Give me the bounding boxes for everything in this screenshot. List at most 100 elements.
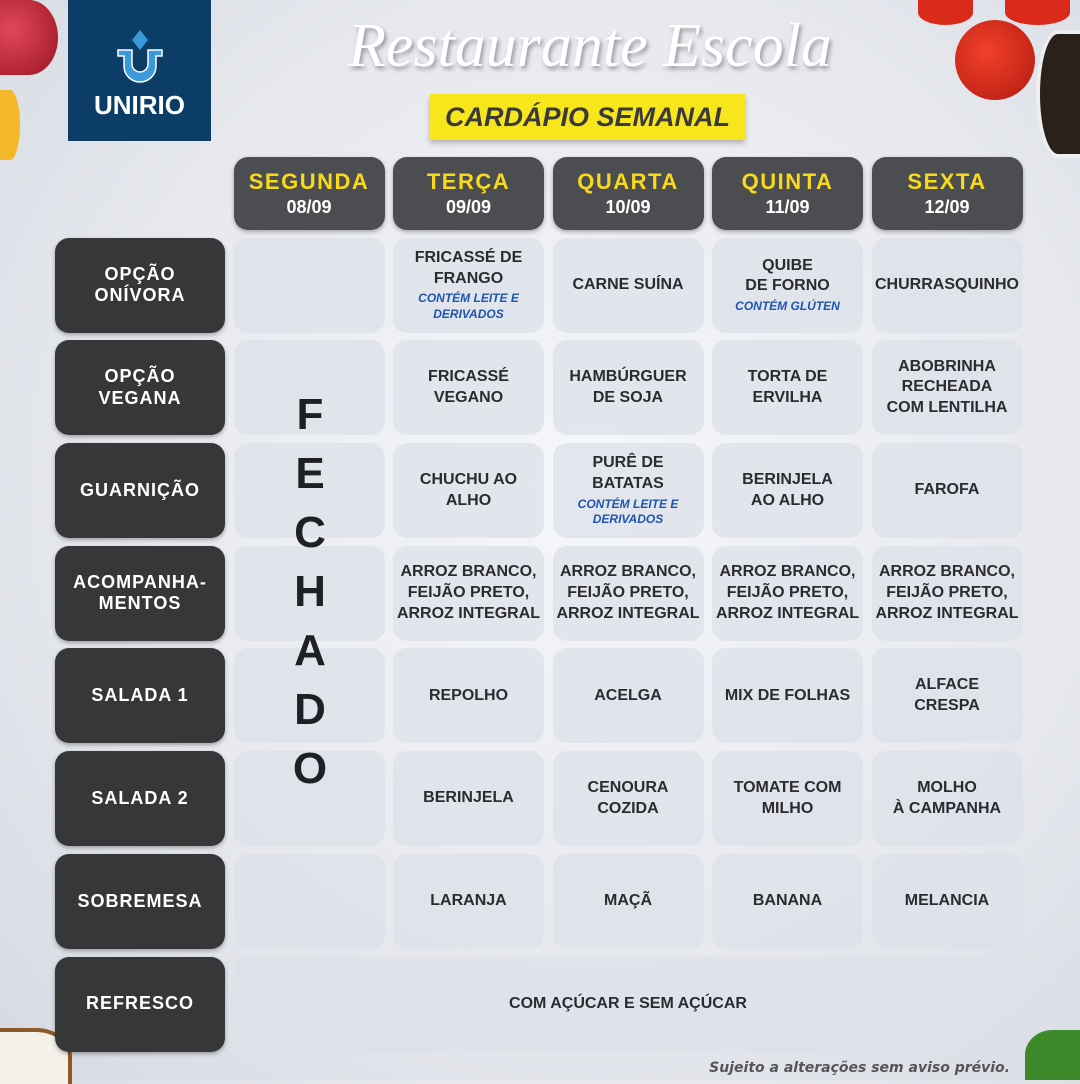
unirio-logo: UNIRIO [68, 0, 211, 141]
menu-cell: ARROZ BRANCO, FEIJÃO PRETO, ARROZ INTEGR… [712, 545, 863, 641]
dish-name: BERINJELA AO ALHO [742, 470, 833, 509]
unirio-emblem-icon [116, 30, 163, 83]
dish-name: ALFACE CRESPA [914, 676, 980, 714]
day-header: QUINTA 11/09 [712, 157, 863, 230]
menu-cell: MELANCIA [871, 853, 1023, 949]
page-subtitle: CARDÁPIO SEMANAL [430, 94, 745, 140]
menu-cell: BERINJELA AO ALHO [712, 443, 863, 539]
menu-cell: QUIBE DE FORNO CONTÉM GLÚTEN [712, 237, 863, 333]
closed-letter: O [292, 744, 328, 793]
day-date: 09/09 [445, 197, 492, 217]
dish-name: CARNE SUÍNA [572, 275, 684, 293]
lemon-decoration [0, 90, 20, 160]
day-name: TERÇA [426, 169, 511, 194]
dish-name: MAÇÃ [604, 891, 652, 909]
allergen-note: CONTÉM GLÚTEN [735, 299, 840, 314]
dish-name: ABOBRINHA RECHEADA COM LENTILHA [886, 357, 1008, 417]
dish-name: ARROZ BRANCO, FEIJÃO PRETO, ARROZ INTEGR… [556, 563, 700, 622]
row-label: GUARNIÇÃO [55, 443, 225, 539]
dish-name: MOLHO À CAMPANHA [892, 778, 1002, 817]
dish-name: LARANJA [430, 891, 507, 909]
menu-cell-closed [233, 443, 385, 539]
day-header: QUARTA 10/09 [552, 157, 704, 230]
dish-name: FRICASSÉ VEGANO [428, 368, 509, 406]
menu-cell: MAÇÃ [552, 853, 704, 949]
menu-cell: ARROZ BRANCO, FEIJÃO PRETO, ARROZ INTEGR… [393, 545, 544, 641]
dish-name: QUIBE DE FORNO [745, 256, 830, 295]
menu-cell: HAMBÚRGUER DE SOJA [552, 340, 704, 436]
menu-cell: CHUCHU AO ALHO [393, 443, 544, 539]
pepper-bowl-decoration [1036, 30, 1080, 158]
menu-cell: CENOURA COZIDA [552, 751, 704, 847]
closed-letter: H [294, 567, 326, 616]
menu-cell: PURÊ DE BATATAS CONTÉM LEITE E DERIVADOS [552, 443, 704, 539]
corner-empty [55, 157, 225, 230]
dish-name: REPOLHO [428, 686, 509, 704]
dish-name: ARROZ BRANCO, FEIJÃO PRETO, ARROZ INTEGR… [875, 563, 1019, 622]
row-label: SOBREMESA [55, 853, 225, 949]
menu-cell-closed [233, 853, 385, 949]
menu-cell-closed [233, 340, 385, 436]
menu-cell: MOLHO À CAMPANHA [871, 751, 1023, 847]
dish-name: PURÊ DE BATATAS [592, 454, 664, 492]
menu-cell-closed [233, 648, 385, 744]
refresco-cell: COM AÇÚCAR E SEM AÇÚCAR [233, 956, 1023, 1052]
menu-table: SEGUNDA 08/09 TERÇA 09/09 QUARTA 10/09 QUINTA 1… [55, 157, 1023, 1052]
allergen-note: CONTÉM LEITE E DERIVADOS [418, 291, 519, 321]
menu-cell: TOMATE COM MILHO [712, 751, 863, 847]
day-name: SEGUNDA [248, 169, 370, 194]
closed-letter: F [296, 390, 324, 439]
page-title: Restaurante Escola [348, 12, 832, 80]
dish-name: CHUCHU AO ALHO [419, 470, 518, 509]
menu-cell: CARNE SUÍNA [552, 237, 704, 333]
dish-name: BANANA [752, 891, 823, 909]
row-label: REFRESCO [55, 956, 225, 1052]
dish-name: BERINJELA [423, 789, 514, 807]
menu-cell: CHURRASQUINHO [871, 237, 1023, 333]
dish-name: FAROFA [914, 481, 980, 499]
menu-cell: FAROFA [871, 443, 1023, 539]
menu-cell: ALFACE CRESPA [871, 648, 1023, 744]
row-label: OPÇÃO VEGANA [55, 340, 225, 436]
menu-cell-closed [233, 545, 385, 641]
day-name: SEXTA [907, 169, 987, 194]
row-label: ACOMPANHA- MENTOS [55, 545, 225, 641]
menu-cell: BANANA [712, 853, 863, 949]
logo-text: UNIRIO [94, 90, 185, 120]
menu-cell: FRICASSÉ DE FRANGO CONTÉM LEITE E DERIVAD… [393, 237, 544, 333]
dish-name: CENOURA COZIDA [587, 778, 669, 817]
footer-note: Sujeito a alterações sem aviso prévio. [709, 1060, 1010, 1076]
menu-cell: MIX DE FOLHAS [712, 648, 863, 744]
dish-name: MELANCIA [904, 891, 990, 909]
closed-letter: C [294, 508, 326, 557]
day-date: 08/09 [286, 197, 332, 217]
menu-cell: ACELGA [552, 648, 704, 744]
tomato-decoration [955, 20, 1035, 100]
menu-cell: ARROZ BRANCO, FEIJÃO PRETO, ARROZ INTEGR… [871, 545, 1023, 641]
apple-decoration [0, 0, 58, 75]
menu-cell: ABOBRINHA RECHEADA COM LENTILHA [871, 340, 1023, 436]
closed-letter: A [294, 626, 326, 675]
row-label: OPÇÃO ONÍVORA [55, 237, 225, 333]
dish-name: CHURRASQUINHO [875, 275, 1019, 293]
row-label: SALADA 2 [55, 751, 225, 847]
dish-name: ARROZ BRANCO, FEIJÃO PRETO, ARROZ INTEGR… [715, 563, 860, 622]
menu-cell: FRICASSÉ VEGANO [393, 340, 544, 436]
menu-cell: ARROZ BRANCO, FEIJÃO PRETO, ARROZ INTEGR… [552, 545, 704, 641]
menu-cell: TORTA DE ERVILHA [712, 340, 863, 436]
tomato-decoration [918, 0, 973, 25]
day-date: 12/09 [924, 197, 970, 217]
day-date: 11/09 [765, 197, 810, 217]
day-name: QUINTA [741, 169, 834, 194]
day-name: QUARTA [577, 169, 679, 194]
dish-name: MIX DE FOLHAS [724, 686, 851, 704]
dish-name: HAMBÚRGUER DE SOJA [569, 368, 687, 406]
dish-name: TOMATE COM MILHO [733, 778, 842, 817]
menu-cell-closed [233, 237, 385, 333]
dish-name: ACELGA [594, 686, 662, 704]
menu-cell: LARANJA [393, 853, 544, 949]
closed-letter: E [295, 449, 325, 498]
tomato-decoration [1005, 0, 1070, 25]
menu-cell-closed [233, 751, 385, 847]
